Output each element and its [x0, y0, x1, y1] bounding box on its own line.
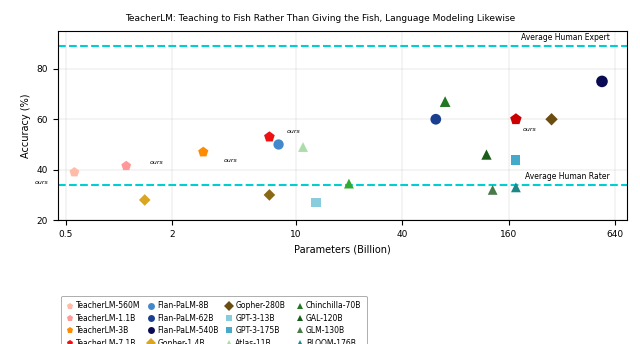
Y-axis label: Accuracy (%): Accuracy (%) [21, 93, 31, 158]
Point [69, 170, 79, 175]
Point [440, 99, 450, 104]
Text: ours: ours [223, 158, 237, 163]
Point [481, 152, 492, 157]
Text: Average Human Expert: Average Human Expert [521, 33, 610, 42]
Text: TeacherLM: Teaching to Fish Rather Than Giving the Fish, Language Modeling Likew: TeacherLM: Teaching to Fish Rather Than … [125, 14, 515, 23]
Point [431, 117, 441, 122]
Point [121, 163, 131, 169]
Point [547, 117, 557, 122]
Text: ours: ours [524, 127, 537, 132]
X-axis label: Parameters (Billion): Parameters (Billion) [294, 245, 391, 255]
Text: ours: ours [287, 129, 300, 135]
Point [273, 142, 284, 147]
Text: ours: ours [35, 180, 49, 185]
Point [597, 79, 607, 84]
Point [140, 197, 150, 203]
Point [298, 144, 308, 150]
Text: ours: ours [149, 160, 163, 165]
Point [311, 200, 321, 205]
Point [488, 187, 498, 193]
Point [511, 185, 521, 190]
Point [511, 117, 521, 122]
Legend: TeacherLM-560M, TeacherLM-1.1B, TeacherLM-3B, TeacherLM-7.1B, TeacherLM-176B, Fl: TeacherLM-560M, TeacherLM-1.1B, TeacherL… [61, 296, 367, 344]
Text: Average Human Rater: Average Human Rater [525, 172, 610, 181]
Point [264, 192, 275, 198]
Point [264, 134, 275, 140]
Point [344, 181, 354, 186]
Point [510, 157, 520, 162]
Point [198, 149, 209, 155]
